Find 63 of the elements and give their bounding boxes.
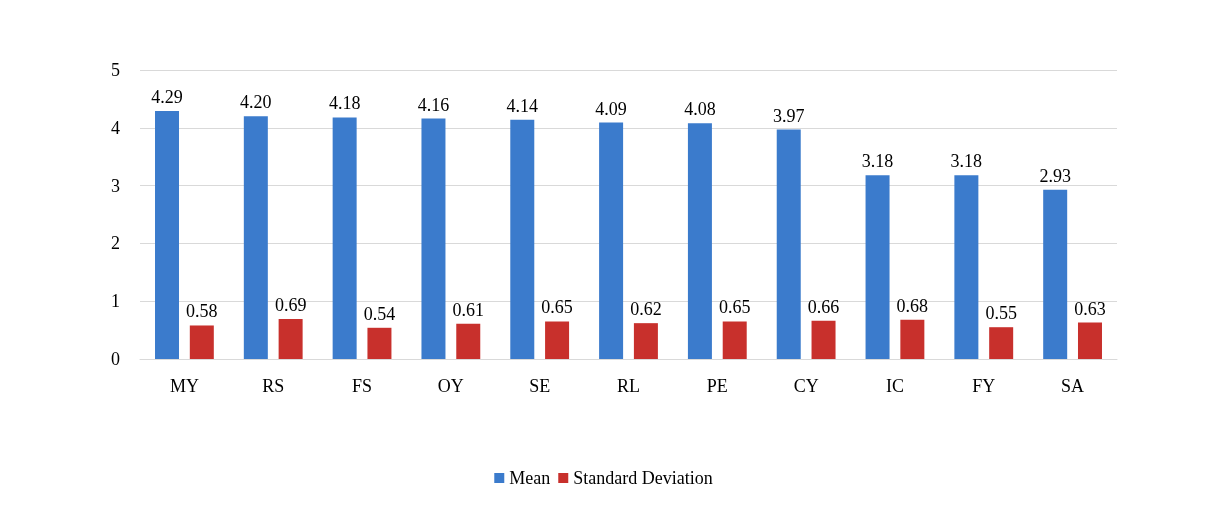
bar xyxy=(900,319,925,359)
data-label: 4.20 xyxy=(240,92,272,113)
data-label: 0.68 xyxy=(896,295,929,316)
y-tick-label: 0 xyxy=(111,349,120,369)
bar xyxy=(1043,189,1068,359)
data-label: 0.58 xyxy=(186,301,218,322)
bar xyxy=(332,117,357,359)
bar xyxy=(456,323,481,359)
x-tick-label: SE xyxy=(529,376,551,396)
y-tick-label: 4 xyxy=(111,117,120,138)
legend-label: Mean xyxy=(509,468,551,488)
data-label: 0.66 xyxy=(807,296,840,317)
x-tick-label: SA xyxy=(1061,376,1085,396)
x-tick-label: FY xyxy=(972,376,996,396)
legend-label: Standard Deviation xyxy=(573,468,713,488)
x-tick-label: FS xyxy=(352,376,373,396)
bar xyxy=(421,118,446,359)
x-tick-label: MY xyxy=(169,376,199,396)
bar xyxy=(545,321,570,359)
x-tick-label: RL xyxy=(616,376,641,396)
data-label: 0.63 xyxy=(1074,298,1106,319)
bar xyxy=(865,175,890,359)
data-label: 0.65 xyxy=(718,297,751,318)
y-tick-label: 1 xyxy=(111,291,120,312)
bar xyxy=(243,116,268,359)
bar xyxy=(776,129,801,359)
bar xyxy=(278,319,303,359)
x-tick-label: RS xyxy=(262,376,285,396)
data-label: 3.18 xyxy=(861,151,894,172)
data-label: 0.54 xyxy=(363,303,396,324)
data-label: 4.08 xyxy=(684,99,716,120)
x-tick-label: OY xyxy=(437,376,464,396)
data-label: 0.65 xyxy=(541,297,573,318)
bar xyxy=(367,327,392,359)
bar xyxy=(687,123,712,359)
bar xyxy=(155,111,180,359)
data-label: 4.09 xyxy=(595,98,627,119)
data-label: 0.61 xyxy=(452,299,485,320)
bar xyxy=(633,323,658,359)
data-label: 0.55 xyxy=(985,303,1017,324)
x-tick-label: IC xyxy=(885,376,904,396)
data-label: 0.62 xyxy=(630,299,662,320)
y-tick-label: 5 xyxy=(111,60,120,80)
bar xyxy=(1077,322,1102,359)
bar xyxy=(954,175,979,359)
bar xyxy=(989,327,1014,359)
data-label: 0.69 xyxy=(274,295,307,316)
bar xyxy=(189,325,214,359)
data-label: 4.16 xyxy=(417,94,450,115)
bar xyxy=(510,119,535,359)
y-tick-label: 3 xyxy=(111,175,120,196)
data-label: 4.18 xyxy=(328,93,361,114)
data-label: 3.97 xyxy=(772,105,805,126)
x-tick-label: CY xyxy=(793,376,819,396)
x-tick-label: PE xyxy=(706,376,728,396)
data-label: 2.93 xyxy=(1039,165,1071,186)
data-label: 3.18 xyxy=(950,151,983,172)
bar xyxy=(811,320,836,359)
bar xyxy=(599,122,624,359)
data-label: 4.29 xyxy=(151,87,183,108)
data-label: 4.14 xyxy=(506,95,539,116)
y-tick-label: 2 xyxy=(111,233,120,254)
bar xyxy=(722,321,747,359)
